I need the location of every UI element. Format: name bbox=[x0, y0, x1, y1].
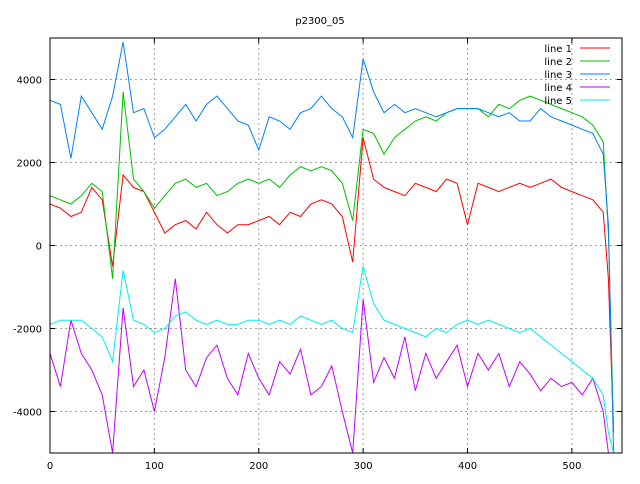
legend-label: line 4 bbox=[544, 83, 572, 94]
y-tick-label: 4000 bbox=[17, 76, 42, 87]
y-tick-label: 2000 bbox=[17, 159, 42, 170]
series-line-2 bbox=[50, 91, 615, 433]
legend-label: line 3 bbox=[544, 70, 572, 81]
axis-ticks: 0 100 200 300 400 500 4000 2000 0 -2000 -4000 bbox=[13, 38, 622, 472]
grid bbox=[50, 38, 622, 453]
y-tick-label: -2000 bbox=[13, 325, 42, 336]
x-tick-label: 300 bbox=[354, 461, 373, 472]
x-tick-label: 500 bbox=[562, 461, 581, 472]
y-tick-label: 0 bbox=[36, 242, 42, 253]
series-line-1 bbox=[50, 137, 615, 433]
series-line-5 bbox=[50, 266, 615, 453]
series-group bbox=[50, 42, 615, 453]
series-line-3 bbox=[50, 42, 615, 453]
legend: line 1 line 2 line 3 line 4 line 5 bbox=[544, 44, 610, 107]
x-tick-label: 200 bbox=[249, 461, 268, 472]
x-tick-label: 100 bbox=[145, 461, 164, 472]
legend-label: line 2 bbox=[544, 57, 572, 68]
x-tick-label: 400 bbox=[458, 461, 477, 472]
legend-label: line 5 bbox=[544, 96, 572, 107]
chart-title: p2300_05 bbox=[295, 16, 345, 27]
legend-label: line 1 bbox=[544, 44, 572, 55]
series-line-4 bbox=[50, 278, 614, 453]
x-tick-label: 0 bbox=[47, 461, 53, 472]
y-tick-label: -4000 bbox=[13, 408, 42, 419]
